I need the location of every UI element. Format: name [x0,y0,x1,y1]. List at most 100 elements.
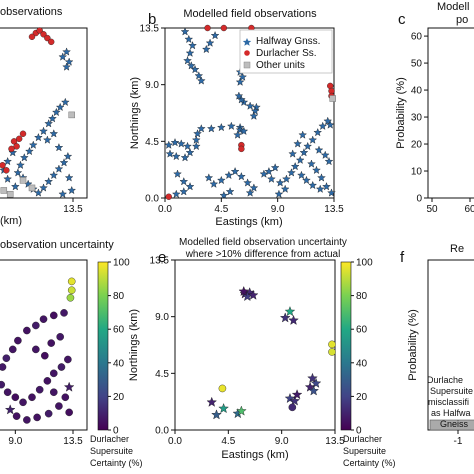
panel-d-point [66,293,75,302]
panel-a-point [28,140,38,149]
panel-e-xtick-label: 0.0 [168,436,182,447]
panel-d-plot-area [0,277,76,424]
panel-d-colorbar-tick-label: 0 [113,426,119,437]
panel-e-title-line1: Modelled field observation uncertainty [179,237,347,248]
panel-a-point [54,143,64,152]
panel-d-point [23,326,31,335]
panel-b-point [193,129,202,138]
panel-d-point [12,412,21,420]
panel-c-ylabel: Probability (%) [395,77,407,149]
panel-c-title-line1: Modell [437,1,469,13]
panel-a-point [44,177,54,186]
panel-f-title: Re [450,243,464,255]
panel-b-point [190,64,200,74]
panel-e-colorbar-tick-label: 60 [356,325,368,336]
panel-e-xlabel: Eastings (km) [221,449,288,461]
panel-b-point [249,183,259,192]
panel-b-point [164,140,174,149]
panel-a-point [48,38,55,46]
panel-b-point [201,44,211,54]
panel-f-annotation-1: Durlache [427,375,463,385]
panel-a-point [19,130,27,137]
panel-e-ytick-label: 0.0 [155,426,169,437]
panel-d-colorbar-tick-label: 40 [113,358,125,369]
panel-b-point [235,125,245,134]
panel-d-colorbar-tick-label: 100 [113,258,130,269]
panel-b-point [298,130,308,139]
panel-b-point [171,189,181,198]
panel-b-ytick-label: 4.5 [145,137,159,148]
panel-d-colorbar [97,261,109,431]
panel-d-point [55,402,63,410]
panel-b-point [224,170,234,180]
panel-a-point [58,52,68,61]
panel-b-point [322,182,331,191]
panel-e-point [289,395,301,406]
panel-b-point [171,151,181,161]
panel-e-xtick-label: 9.0 [275,436,289,447]
panel-e-point [218,403,229,414]
panel-e-plot-area [206,285,336,420]
panel-e-colorbar-tick-label: 40 [356,358,368,369]
panel-b-point [299,148,309,157]
panel-c-ytick-label: 10 [411,167,423,178]
panel-b-point [233,130,242,139]
legend-box [239,29,333,74]
panel-b-point [219,190,229,200]
panel-d-colorbar-tick-label: 60 [113,325,125,336]
panel-b-point [245,188,255,197]
panel-b-point [180,153,190,162]
panel-c-xtick-label: 50 [426,204,438,215]
panel-d-point [2,354,11,363]
panel-d-point [14,336,22,345]
panel-b-point [243,178,252,187]
panel-b-point [238,72,247,81]
legend-label-other: Other units [256,60,305,71]
panel-e-point [236,405,247,416]
panel-a-point [44,119,54,128]
panel-b-point [320,150,330,159]
panel-e-point [247,289,259,300]
panel-b-letter: b [148,11,156,28]
panel-b-point [323,116,333,125]
panel-d-point [63,381,75,392]
panel-a-point [62,47,71,56]
panel-d-point [3,388,12,397]
panel-b-legend: Halfway Gnss. Durlacher Ss. Other units [239,29,333,74]
panel-c-title-line2: po [456,14,468,26]
panel-d-point [67,286,76,295]
panel-e-colorbar-tick-label: 80 [356,291,368,302]
panel-d-point [60,309,68,317]
panel-b-point [191,141,201,151]
panel-b-point [185,48,195,57]
panel-e-point [291,389,303,400]
panel-a-point [8,145,15,153]
panel-d-point [23,416,31,424]
panel-f-bar [429,419,474,431]
panel-e-point [328,348,336,356]
panel-e-point [238,285,250,296]
panel-d-point [61,393,70,402]
panel-b-point [274,189,284,198]
panel-b-point [205,38,215,47]
panel-e-ytick-label: 9.0 [155,312,169,323]
panel-a-point [28,33,36,41]
panel-a-point [60,97,70,106]
panel-f-letter: f [400,249,405,266]
panel-a-point [16,160,25,169]
panel-e-colorbar-label-2: Supersuite [343,446,386,456]
panel-d-point [0,380,6,389]
panel-d-colorbar-tick-label: 20 [113,392,125,403]
panel-b-point [314,145,324,154]
panel-f-annotation-4: as Halfwa [431,408,471,418]
panel-e-point [284,306,296,317]
panel-b-point [180,27,190,36]
panel-b: b Modelled field observations 0.0 4.5 9.0 1… [129,8,344,228]
panel-d-point [8,345,17,354]
panel-e-xtick-label: 4.5 [221,436,235,447]
panel-b-point [165,193,172,200]
panel-b-point [185,182,195,191]
panel-b-point [183,141,192,151]
panel-a-xtick-label: 13.5 [63,204,83,215]
panel-c-ticks: 0 10 20 30 40 50 60 50 60 [411,32,474,215]
